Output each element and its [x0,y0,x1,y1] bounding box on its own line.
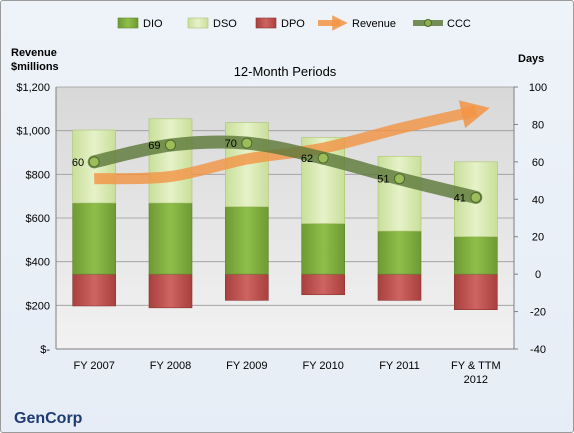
left-axis-label-line2: $millions [11,61,59,73]
legend-swatch-dso [187,17,209,29]
left-tick-label: $600 [26,213,50,225]
bar-dpo [148,273,193,309]
legend-label-dso: DSO [213,18,237,30]
right-tick-label: -40 [530,344,546,356]
ccc-point [88,156,100,168]
x-tick-label: FY 2010 [302,360,343,372]
ccc-data-label: 41 [454,192,466,204]
legend-marker-ccc [424,19,432,27]
chart-title: 12-Month Periods [234,64,337,79]
x-tick-label: 2012 [464,374,488,386]
legend-label-dpo: DPO [281,18,305,30]
bar-dio [454,236,498,275]
left-tick-label: $200 [26,300,50,312]
ccc-data-label: 60 [72,157,84,169]
ccc-point [165,139,176,151]
ccc-point [470,191,482,203]
right-tick-label: 80 [532,119,544,131]
x-tick-label: FY 2009 [226,360,267,372]
right-tick-label: -20 [530,307,546,319]
bar-dio [72,202,116,275]
bar-dso [377,155,422,232]
ccc-data-label: 70 [225,138,237,150]
right-tick-label: 60 [532,157,544,169]
x-tick-label: FY & TTM [451,360,501,372]
gridlines [56,86,514,306]
lines-layer: 60 69 70 62 51 41 [72,100,490,204]
ccc-data-label: 62 [301,153,313,165]
left-axis-label-line1: Revenue [11,47,57,59]
ccc-line [87,135,483,204]
bars-layer [72,118,498,310]
legend-label-ccc: CCC [447,18,471,30]
bar-dio [225,206,269,275]
legend-swatch-dpo [255,17,277,29]
legend: DIO DSO DPO Revenue CCC [117,15,471,31]
ccc-point [317,152,329,164]
bar-dpo [454,273,498,310]
right-tick-label: 20 [532,232,544,244]
right-axis-label: Days [518,53,544,65]
right-tick-label: 40 [532,194,544,206]
x-tick-label: FY 2011 [379,360,420,372]
legend-label-dio: DIO [143,18,163,30]
left-tick-label: $1,000 [16,126,50,138]
right-tick-label: 0 [535,269,541,281]
bar-dso [148,118,193,204]
bar-dpo [225,273,269,301]
ccc-point [241,137,253,149]
company-name: GenCorp [14,410,83,427]
ccc-data-label: 51 [377,174,389,186]
legend-swatch-dio [117,17,139,29]
x-tick-label: FY 2008 [150,360,191,372]
bar-dpo [301,273,345,296]
bar-dio [301,223,345,275]
left-tick-label: $- [40,344,50,356]
axes-layer: $- $200 $400 $600 $800 $1,000 $1,200 -40 -20 0 20 4… [16,82,547,386]
left-tick-label: $400 [26,257,50,269]
legend-label-revenue: Revenue [352,18,396,30]
bar-dio [377,230,422,275]
bar-dpo [72,273,116,307]
bar-dpo [377,273,422,301]
ccc-data-label: 69 [148,140,160,152]
left-tick-label: $800 [26,169,50,181]
right-tick-label: 100 [529,82,547,94]
x-tick-label: FY 2007 [73,360,114,372]
bar-dio [148,202,193,275]
ccc-point [394,173,405,185]
left-tick-label: $1,200 [16,82,50,94]
